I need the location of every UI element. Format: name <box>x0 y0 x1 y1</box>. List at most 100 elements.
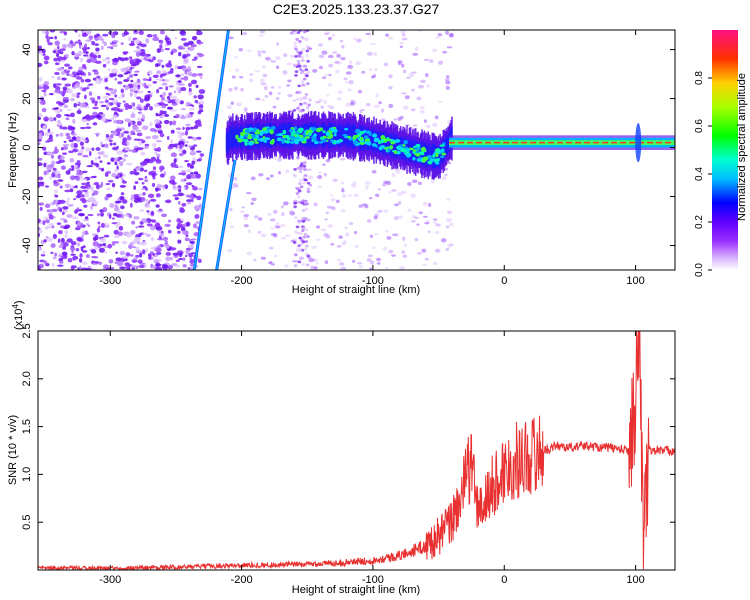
spectrogram-noise-cell <box>199 153 205 157</box>
spectrogram-ridge-peak <box>363 135 369 139</box>
spectrogram-noise-cell <box>293 45 298 48</box>
spectrogram-noise-cell <box>62 56 67 61</box>
colorbar-tick-label: 0.4 <box>694 167 705 181</box>
spectrogram-noise-cell <box>130 102 134 106</box>
spectrogram-ridge-peak <box>237 137 243 143</box>
spectrogram-noise-cell <box>373 104 380 108</box>
spectrogram-noise-cell <box>419 79 426 84</box>
spectrogram-noise-cell <box>371 170 377 174</box>
spectrogram-noise-cell <box>38 62 43 68</box>
spectrogram-noise-cell <box>71 165 75 171</box>
spectrogram-noise-cell <box>172 252 179 256</box>
spectrogram-noise-cell <box>296 60 301 64</box>
spectrogram-ridge-peak <box>244 142 248 146</box>
spectrogram-noise-cell <box>136 105 142 110</box>
spectrogram-noise-cell <box>248 78 254 83</box>
spectrogram-noise-cell <box>141 105 145 110</box>
spectrogram-noise-cell <box>97 212 100 217</box>
spectrogram-noise-cell <box>193 205 200 210</box>
spectrogram-noise-cell <box>78 108 81 111</box>
spectrogram-noise-cell <box>270 86 275 89</box>
spectrogram-noise-cell <box>79 126 87 130</box>
spectrogram-noise-cell <box>376 262 381 265</box>
spectrogram-noise-cell <box>298 39 302 43</box>
spectrogram-noise-cell <box>120 88 124 94</box>
spectrogram-ridge-core <box>338 124 341 147</box>
spectrogram-noise-cell <box>97 221 101 225</box>
spectrogram-ridge-core <box>318 122 320 149</box>
spectrogram-noise-cell <box>297 260 302 264</box>
spectrogram-noise-cell <box>155 193 161 198</box>
spectrogram-ridge-peak <box>244 128 251 134</box>
spectrogram-ridge-core <box>351 124 354 148</box>
spectrogram-noise-cell <box>321 76 327 79</box>
spectrogram-noise-cell <box>112 40 119 43</box>
spectrogram-noise-cell <box>199 76 203 79</box>
spectrogram-noise-cell <box>368 197 373 200</box>
spectrogram-noise-cell <box>198 41 204 45</box>
spectrogram-noise-cell <box>187 71 193 77</box>
spectrogram-noise-cell <box>156 113 162 117</box>
spectrogram-noise-cell <box>93 34 97 39</box>
spectrogram-noise-cell <box>55 113 62 119</box>
spectrogram-noise-cell <box>114 168 119 172</box>
spectrogram-noise-cell <box>55 62 60 66</box>
spectrogram-noise-cell <box>134 92 137 98</box>
spectrogram-noise-cell <box>442 176 447 181</box>
spectrogram-noise-cell <box>164 79 170 82</box>
spectrogram-noise-cell <box>80 185 87 189</box>
spectrogram-noise-cell <box>182 149 187 155</box>
spectrogram-noise-cell <box>75 208 83 212</box>
spectrogram-noise-cell <box>198 53 205 57</box>
spectrogram-noise-cell <box>157 209 164 213</box>
spectrogram-noise-cell <box>155 159 162 163</box>
spectrogram-noise-cell <box>94 43 99 46</box>
spectrogram-noise-cell <box>383 62 389 67</box>
spectrogram-noise-cell <box>327 36 332 41</box>
spectrogram-noise-cell <box>286 62 293 66</box>
spectrogram-noise-cell <box>133 193 140 199</box>
spectrogram-noise-cell <box>267 213 272 216</box>
spectrogram-ridge-peak <box>415 152 421 157</box>
spectrogram-ridge-peak <box>313 133 317 137</box>
spectrogram-noise-cell <box>60 218 67 221</box>
spectrogram-noise-cell <box>76 101 80 104</box>
spectrogram-noise-cell <box>79 175 83 181</box>
spectrogram-noise-cell <box>272 209 278 214</box>
spectrogram-noise-cell <box>306 187 311 191</box>
spectrogram-noise-cell <box>159 110 164 116</box>
spectrogram-noise-cell <box>178 83 185 86</box>
spectrogram-noise-cell <box>340 209 346 213</box>
spectrogram-noise-cell <box>150 156 157 162</box>
spectrogram-noise-cell <box>123 103 130 109</box>
spectrogram-noise-cell <box>149 94 153 98</box>
spectrogram-noise-cell <box>243 224 249 228</box>
spectrogram-noise-cell <box>113 235 120 239</box>
spectrogram-ridge-core <box>349 124 352 147</box>
spectrogram-ridge-peak <box>295 133 300 137</box>
spectrogram-noise-cell <box>265 177 271 181</box>
spectrogram-noise-cell <box>153 103 160 108</box>
spectrogram-noise-cell <box>374 67 378 72</box>
spectrogram-noise-cell <box>94 100 98 105</box>
spectrogram-ridge-peak <box>270 125 276 130</box>
spectrogram-noise-cell <box>448 33 454 38</box>
spectrogram-noise-cell <box>420 110 425 114</box>
spectrogram-noise-cell <box>168 85 174 88</box>
spectrogram-noise-cell <box>169 265 173 269</box>
spectrogram-noise-cell <box>146 223 153 227</box>
spectrogram-noise-cell <box>104 196 109 201</box>
spectrogram-noise-cell <box>114 161 118 166</box>
spectrogram-noise-cell <box>148 70 153 75</box>
spectrogram-noise-cell <box>301 216 306 220</box>
spectrogram-noise-cell <box>164 240 168 245</box>
spectrogram-noise-cell <box>152 175 156 180</box>
spectrogram-noise-cell <box>138 177 144 181</box>
spectrogram-ridge-core <box>323 123 326 148</box>
spectrogram-noise-cell <box>433 218 438 221</box>
spectrogram-noise-cell <box>69 175 76 181</box>
spectrogram-noise-cell <box>76 170 84 176</box>
spectrogram-noise-cell <box>253 259 257 262</box>
spectrogram-noise-cell <box>42 220 46 226</box>
spectrogram-noise-cell <box>141 181 145 185</box>
